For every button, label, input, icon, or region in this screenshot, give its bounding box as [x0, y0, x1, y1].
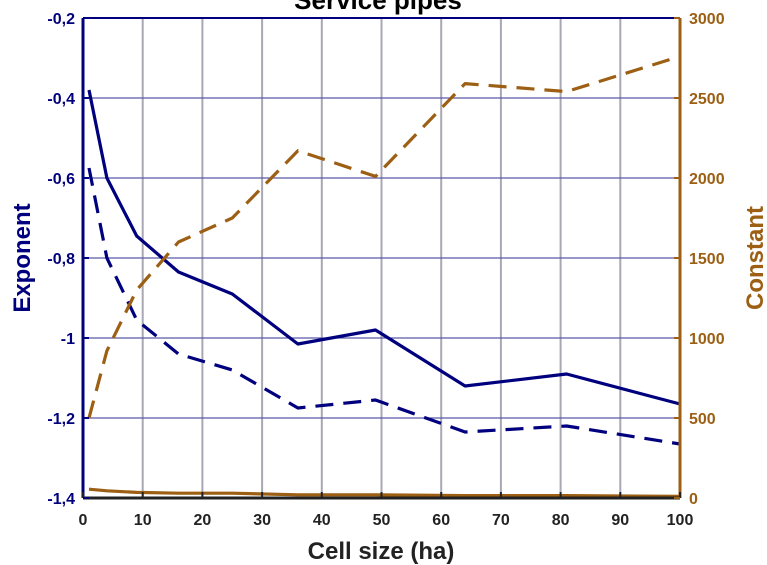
chart-title: Service pipes [294, 0, 462, 15]
series-line-4 [88, 487, 681, 498]
y-axis-title: Exponent [9, 203, 36, 312]
x-tick-label: 80 [552, 512, 570, 529]
y-tick-label: -1 [61, 331, 75, 348]
x-axis-title: Cell size (ha) [308, 538, 455, 565]
series-layer [87, 54, 681, 498]
y2-tick-label: 1500 [689, 251, 725, 268]
y2-tick-label: 3000 [689, 11, 725, 28]
series-line-3 [87, 54, 681, 419]
x-tick-label: 10 [134, 512, 152, 529]
y-tick-label: -0,2 [47, 11, 75, 28]
y-tick-label: -0,8 [47, 251, 75, 268]
ticks: 0 10 20 30 40 50 60 70 80 90 100 -1,4 -1,2 -1 -0,8 -0,6… [47, 11, 724, 529]
grid [83, 18, 680, 498]
x-tick-label: 90 [611, 512, 629, 529]
y-tick-label: -0,6 [47, 171, 75, 188]
x-tick-label: 70 [492, 512, 510, 529]
y-tick-label: -1,4 [47, 491, 75, 508]
y2-tick-label: 2000 [689, 171, 725, 188]
y-tick-label: -1,2 [47, 411, 75, 428]
x-tick-label: 50 [373, 512, 391, 529]
x-tick-label: 60 [432, 512, 450, 529]
y2-tick-label: 0 [689, 491, 698, 508]
y2-tick-label: 500 [689, 411, 716, 428]
x-tick-label: 100 [667, 512, 694, 529]
y2-tick-label: 1000 [689, 331, 725, 348]
y-tick-label: -0,4 [47, 91, 75, 108]
x-tick-label: 40 [313, 512, 331, 529]
y2-axis-title: Constant [742, 206, 767, 310]
x-tick-label: 0 [79, 512, 88, 529]
series-line-2 [87, 167, 681, 446]
y2-tick-label: 2500 [689, 91, 725, 108]
x-tick-label: 20 [194, 512, 212, 529]
series-line-1 [87, 89, 681, 406]
x-tick-label: 30 [253, 512, 271, 529]
